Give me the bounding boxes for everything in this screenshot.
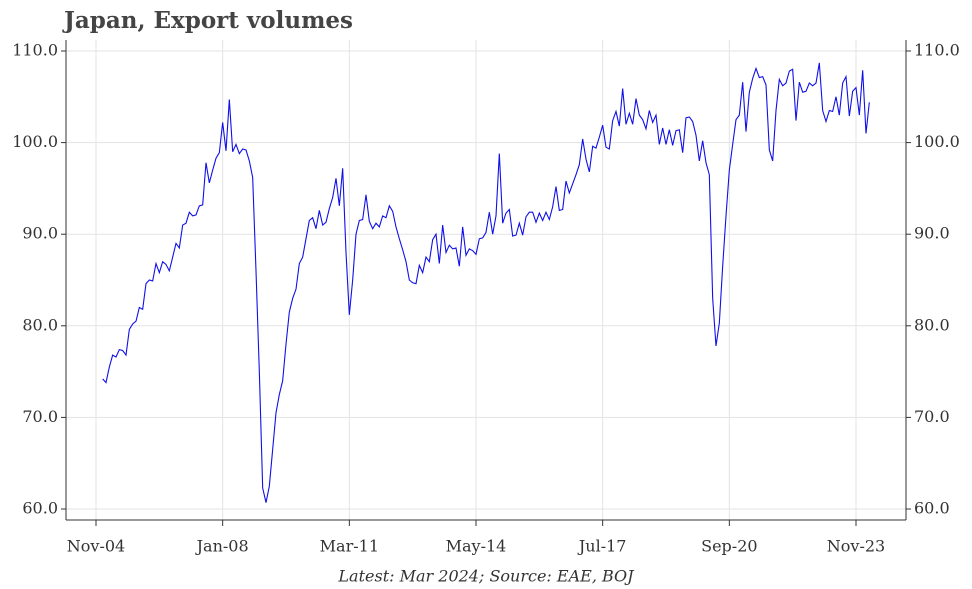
y2-tick-label: 60.0 bbox=[914, 499, 950, 518]
chart-title: Japan, Export volumes bbox=[62, 7, 353, 34]
y2-tick-label: 80.0 bbox=[914, 315, 950, 334]
y-tick-label: 100.0 bbox=[12, 132, 58, 151]
y-tick-label: 90.0 bbox=[22, 224, 58, 243]
y2-tick-label: 100.0 bbox=[914, 132, 960, 151]
x-tick-label: Jan-08 bbox=[195, 537, 249, 556]
x-tick-label: Nov-23 bbox=[827, 537, 885, 556]
y2-tick-label: 110.0 bbox=[914, 40, 960, 59]
y-tick-label: 80.0 bbox=[22, 315, 58, 334]
y-tick-label: 110.0 bbox=[12, 40, 58, 59]
y-tick-label: 70.0 bbox=[22, 407, 58, 426]
line-series bbox=[102, 62, 870, 503]
x-tick-label: Nov-04 bbox=[67, 537, 125, 556]
y2-tick-label: 70.0 bbox=[914, 407, 950, 426]
x-tick-label: Jul-17 bbox=[577, 537, 627, 556]
y-tick-label: 60.0 bbox=[22, 499, 58, 518]
x-tick-label: May-14 bbox=[446, 537, 507, 556]
x-tick-label: Sep-20 bbox=[701, 537, 757, 556]
y2-tick-label: 90.0 bbox=[914, 224, 950, 243]
footnote: Latest: Mar 2024; Source: EAE, BOJ bbox=[337, 567, 635, 586]
x-tick-label: Mar-11 bbox=[320, 537, 379, 556]
